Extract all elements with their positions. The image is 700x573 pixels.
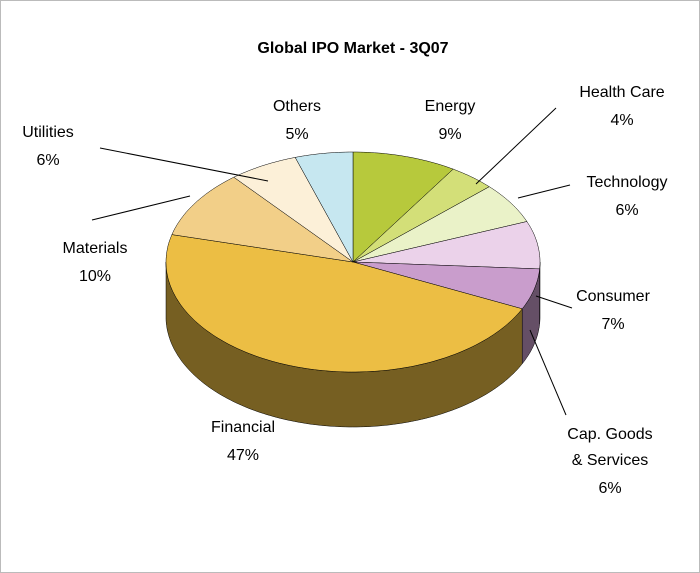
category-label: Energy: [424, 98, 476, 115]
slice-label: Technology 6%: [562, 170, 692, 226]
leader-line: [99, 147, 269, 182]
slice-label: Consumer 7%: [548, 284, 678, 340]
slice: [171, 176, 354, 263]
category-label: Technology: [586, 174, 668, 191]
slice: [233, 157, 354, 263]
leader-line: [517, 184, 571, 199]
value-label: 6%: [36, 152, 60, 169]
value-label: 7%: [601, 316, 625, 333]
chart-title: Global IPO Market - 3Q07: [257, 40, 449, 57]
category-label: Materials: [62, 240, 128, 257]
leader-line: [535, 295, 573, 309]
value-label: 9%: [438, 126, 462, 143]
slice: [352, 261, 540, 310]
slice-label: Materials 10%: [30, 236, 160, 292]
category-label: Others: [272, 98, 321, 115]
value-label: 10%: [78, 268, 112, 285]
slice-label: Energy 9%: [385, 94, 515, 150]
leader-line: [529, 329, 567, 416]
slice-label: Cap. Goods & Services 6%: [545, 422, 675, 504]
value-label: 6%: [615, 202, 639, 219]
slice: [294, 151, 354, 263]
value-label: 5%: [285, 126, 309, 143]
category-label: Consumer: [576, 288, 650, 305]
slice: [352, 186, 528, 263]
category-label: Utilities: [22, 124, 74, 141]
slice-label: Utilities 6%: [0, 120, 113, 176]
category-label: Cap. Goods & Services: [567, 426, 653, 469]
slice-label: Others 5%: [232, 94, 362, 150]
slice: [165, 234, 523, 373]
value-label: 47%: [226, 447, 260, 464]
category-label: Health Care: [579, 84, 665, 101]
slice-label: Financial 47%: [178, 415, 308, 471]
slice: [352, 221, 541, 270]
leader-line: [91, 195, 191, 221]
category-label: Financial: [210, 419, 276, 436]
leader-line: [475, 107, 557, 185]
value-label: 4%: [610, 112, 634, 129]
slice: [352, 151, 454, 263]
slice: [352, 168, 490, 263]
value-label: 6%: [598, 480, 622, 497]
slice-label: Health Care 4%: [557, 80, 687, 136]
